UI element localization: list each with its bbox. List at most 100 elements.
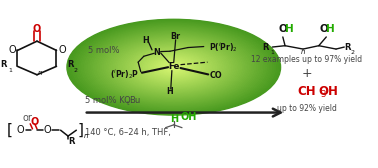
Circle shape: [145, 54, 202, 80]
Circle shape: [136, 50, 211, 84]
Circle shape: [119, 43, 229, 92]
Circle shape: [76, 23, 272, 111]
Circle shape: [97, 33, 250, 101]
Circle shape: [79, 25, 268, 110]
Circle shape: [127, 47, 220, 88]
Text: n: n: [84, 133, 88, 139]
Circle shape: [165, 63, 183, 71]
Text: Fe: Fe: [168, 62, 180, 71]
Text: H: H: [142, 36, 149, 45]
Circle shape: [140, 52, 208, 82]
Circle shape: [156, 59, 192, 75]
Text: H: H: [326, 24, 335, 34]
Text: N: N: [153, 48, 160, 57]
Text: R: R: [344, 43, 350, 52]
Circle shape: [170, 66, 177, 69]
Circle shape: [160, 61, 188, 74]
Text: CO: CO: [209, 71, 222, 80]
Text: 1: 1: [8, 68, 12, 73]
Text: up to 92% yield: up to 92% yield: [277, 104, 337, 113]
Text: CH: CH: [297, 85, 316, 98]
Text: n: n: [38, 70, 42, 76]
Circle shape: [167, 64, 181, 70]
Circle shape: [126, 46, 222, 89]
Text: R: R: [0, 60, 6, 69]
Circle shape: [169, 65, 179, 70]
Circle shape: [142, 53, 206, 82]
Circle shape: [101, 34, 247, 100]
Text: [: [: [7, 123, 13, 138]
Circle shape: [152, 58, 195, 77]
Text: 1: 1: [270, 50, 274, 55]
Circle shape: [138, 51, 209, 83]
Text: OH: OH: [319, 85, 338, 98]
Text: O: O: [278, 24, 287, 34]
Text: OH: OH: [181, 112, 197, 122]
Text: R: R: [68, 137, 74, 146]
Text: H: H: [167, 87, 174, 96]
Circle shape: [110, 38, 238, 96]
Text: 2: 2: [74, 68, 78, 73]
Text: 2: 2: [350, 50, 354, 55]
Circle shape: [92, 31, 256, 104]
Text: 12 examples up to 97% yield: 12 examples up to 97% yield: [251, 55, 363, 64]
Text: n: n: [301, 49, 305, 55]
Text: R: R: [262, 43, 269, 52]
Circle shape: [120, 43, 227, 91]
Text: O: O: [17, 125, 24, 135]
Circle shape: [108, 38, 240, 97]
Text: R: R: [67, 60, 74, 69]
Text: O: O: [58, 45, 66, 55]
Text: ($^{i}$Pr)$_2$P: ($^{i}$Pr)$_2$P: [110, 67, 139, 81]
Circle shape: [88, 29, 259, 106]
Text: ]: ]: [77, 123, 83, 138]
Text: +: +: [302, 67, 312, 80]
Circle shape: [124, 45, 224, 90]
Text: 5 mol% KO: 5 mol% KO: [85, 96, 131, 105]
Circle shape: [154, 58, 193, 76]
Text: O: O: [31, 117, 39, 127]
Circle shape: [67, 19, 280, 115]
Circle shape: [117, 42, 231, 93]
Circle shape: [83, 27, 265, 108]
Circle shape: [72, 22, 275, 113]
Circle shape: [90, 30, 257, 105]
Text: O: O: [319, 24, 328, 34]
Circle shape: [112, 39, 236, 95]
Text: or: or: [23, 113, 33, 123]
Text: O: O: [33, 24, 41, 34]
Circle shape: [95, 32, 252, 102]
Circle shape: [102, 35, 245, 99]
Circle shape: [129, 47, 218, 87]
Text: O: O: [8, 45, 15, 55]
Text: 5 mol%: 5 mol%: [88, 46, 119, 55]
Text: H: H: [170, 114, 178, 124]
Text: 140 °C, 6–24 h, THF,: 140 °C, 6–24 h, THF,: [85, 128, 171, 137]
Circle shape: [87, 28, 261, 106]
Circle shape: [133, 49, 215, 86]
Circle shape: [113, 40, 234, 94]
Circle shape: [144, 54, 204, 81]
Text: Br: Br: [170, 32, 181, 41]
Text: 3: 3: [320, 90, 325, 99]
Circle shape: [161, 62, 186, 73]
Circle shape: [147, 55, 200, 79]
Circle shape: [81, 26, 266, 109]
Circle shape: [85, 27, 263, 107]
Circle shape: [94, 31, 254, 103]
Circle shape: [77, 24, 270, 110]
Text: t: t: [127, 101, 129, 106]
Circle shape: [115, 41, 232, 94]
Circle shape: [74, 23, 273, 112]
Circle shape: [99, 34, 248, 101]
Circle shape: [163, 62, 184, 72]
Text: P($^{i}$Pr)$_2$: P($^{i}$Pr)$_2$: [209, 40, 238, 54]
Text: Bu: Bu: [130, 96, 141, 105]
Text: H: H: [285, 24, 294, 34]
Circle shape: [122, 44, 225, 90]
Circle shape: [150, 57, 197, 78]
Circle shape: [172, 66, 175, 68]
Circle shape: [106, 37, 242, 97]
Circle shape: [131, 48, 217, 86]
Text: O: O: [43, 125, 51, 135]
